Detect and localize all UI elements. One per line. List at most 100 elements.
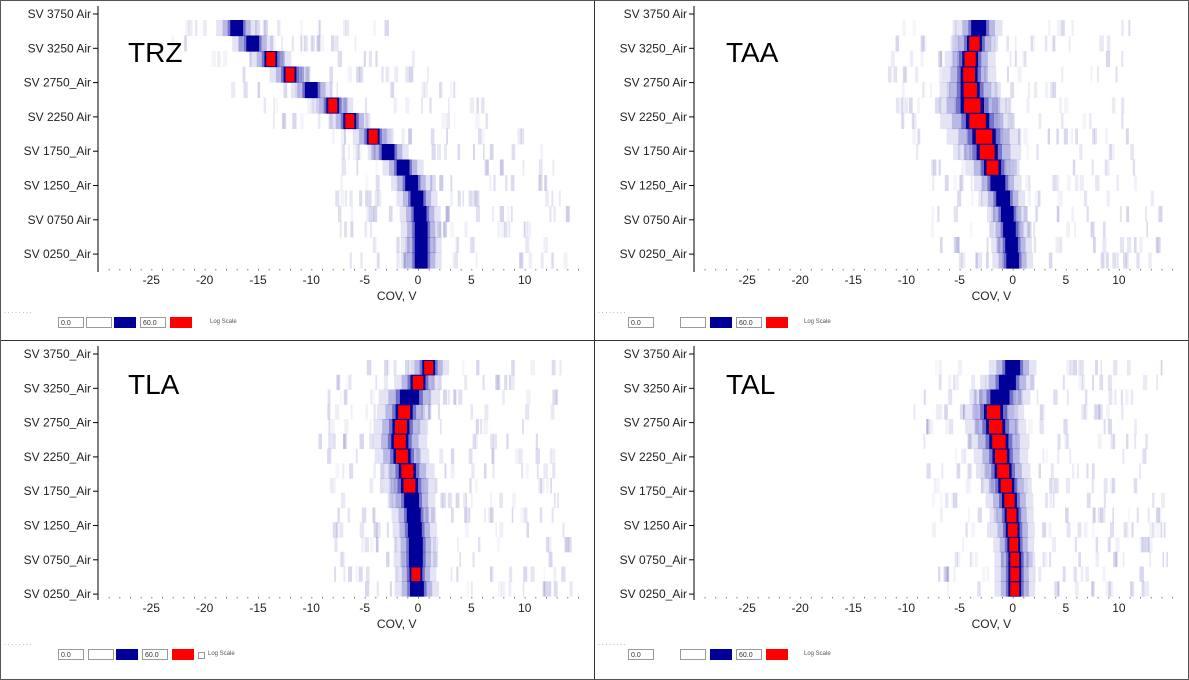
noise-cell: [1033, 237, 1037, 253]
noise-cell: [1102, 221, 1106, 238]
max-color-swatch[interactable]: [172, 649, 194, 660]
x-minor-tick: [300, 269, 302, 271]
noise-cell: [916, 144, 919, 160]
x-minor-tick: [300, 597, 302, 599]
noise-cell: [365, 113, 369, 129]
peak-core-cell: [408, 551, 423, 568]
min-input[interactable]: 0.0: [628, 649, 654, 660]
x-minor-tick: [1108, 269, 1110, 271]
noise-cell: [526, 522, 530, 538]
noise-cell: [1106, 404, 1110, 420]
y-tick-label: SV 1250_Air: [24, 179, 91, 193]
noise-cell: [1094, 128, 1097, 145]
noise-cell: [423, 82, 428, 98]
max-input[interactable]: 60.0: [736, 317, 762, 328]
noise-cell: [963, 404, 966, 420]
noise-cell: [961, 252, 966, 269]
noise-cell: [1112, 478, 1116, 494]
noise-cell: [347, 66, 352, 83]
noise-cell: [416, 448, 420, 464]
noise-cell: [1110, 522, 1114, 538]
noise-cell: [396, 237, 400, 253]
x-axis-minor-ticks: [98, 597, 579, 599]
mid-input[interactable]: [88, 649, 114, 660]
noise-cell: [913, 113, 917, 129]
max-color-swatch[interactable]: [766, 317, 788, 328]
x-minor-tick: [418, 597, 419, 599]
min-color-swatch[interactable]: [114, 317, 136, 328]
x-minor-tick: [375, 597, 377, 599]
noise-cell: [1081, 374, 1084, 391]
noise-cell: [961, 159, 965, 176]
ctrl-label-minmax: · · · · · · · ·: [4, 310, 32, 316]
noise-cell: [1102, 507, 1106, 523]
noise-cell: [1065, 478, 1071, 494]
noise-cell: [337, 51, 343, 67]
max-input[interactable]: 60.0: [140, 317, 166, 328]
noise-cell: [333, 35, 338, 52]
x-minor-tick: [1002, 597, 1003, 599]
peak-max-cell: [963, 67, 976, 82]
noise-cell: [1027, 190, 1031, 207]
noise-cell: [359, 522, 365, 538]
noise-cell: [520, 128, 525, 145]
noise-cell: [305, 66, 310, 83]
noise-cell: [318, 113, 321, 129]
noise-cell: [1095, 175, 1100, 191]
noise-cell: [1034, 566, 1036, 582]
noise-cell: [1042, 448, 1045, 464]
min-input[interactable]: 0.0: [58, 649, 84, 660]
noise-cell: [495, 374, 500, 391]
noise-cell: [470, 492, 473, 509]
controls-taa: · · · · · · · · 0.0 60.0 Log Scale: [598, 310, 898, 334]
min-color-swatch[interactable]: [116, 649, 138, 660]
x-tick-label: 10: [1112, 273, 1126, 287]
noise-cell: [380, 463, 385, 479]
mid-input[interactable]: [86, 317, 112, 328]
noise-cell: [1105, 51, 1111, 67]
noise-cell: [1011, 159, 1014, 176]
noise-cell: [550, 478, 552, 494]
max-input[interactable]: 60.0: [142, 649, 168, 660]
noise-cell: [457, 144, 461, 160]
noise-cell: [327, 404, 331, 420]
max-input[interactable]: 60.0: [736, 649, 762, 660]
noise-cell: [492, 463, 495, 479]
x-minor-tick: [1129, 597, 1131, 599]
noise-cell: [911, 113, 915, 129]
noise-cell: [1045, 82, 1049, 98]
x-minor-tick: [236, 597, 238, 599]
noise-cell: [402, 551, 405, 568]
min-color-swatch[interactable]: [710, 649, 732, 660]
min-input[interactable]: 0.0: [628, 317, 654, 328]
log-scale-label: Log Scale: [210, 319, 237, 325]
noise-cell: [1043, 551, 1048, 568]
noise-cell: [341, 144, 344, 160]
mid-input[interactable]: [680, 317, 706, 328]
min-input[interactable]: 0.0: [58, 317, 84, 328]
noise-cell: [1028, 419, 1031, 435]
noise-cell: [1036, 389, 1039, 405]
x-tick-label: 0: [1009, 601, 1016, 615]
noise-cell: [292, 113, 297, 129]
noise-cell: [361, 537, 364, 553]
min-color-swatch[interactable]: [710, 317, 732, 328]
x-minor-tick: [492, 597, 494, 599]
noise-cell: [1091, 507, 1096, 523]
max-color-swatch[interactable]: [170, 317, 192, 328]
mid-input[interactable]: [680, 649, 706, 660]
noise-cell: [489, 566, 492, 582]
noise-cell: [1121, 51, 1124, 67]
noise-cell: [544, 175, 548, 191]
noise-cell: [462, 190, 465, 207]
noise-cell: [473, 144, 475, 160]
noise-cell: [1112, 97, 1116, 114]
x-minor-tick: [927, 597, 929, 599]
log-scale-checkbox[interactable]: [198, 652, 205, 659]
noise-cell: [439, 82, 442, 98]
x-minor-tick: [842, 597, 844, 599]
noise-cell: [545, 537, 550, 553]
max-color-swatch[interactable]: [766, 649, 788, 660]
noise-cell: [1007, 113, 1011, 129]
x-minor-tick: [1118, 597, 1120, 599]
